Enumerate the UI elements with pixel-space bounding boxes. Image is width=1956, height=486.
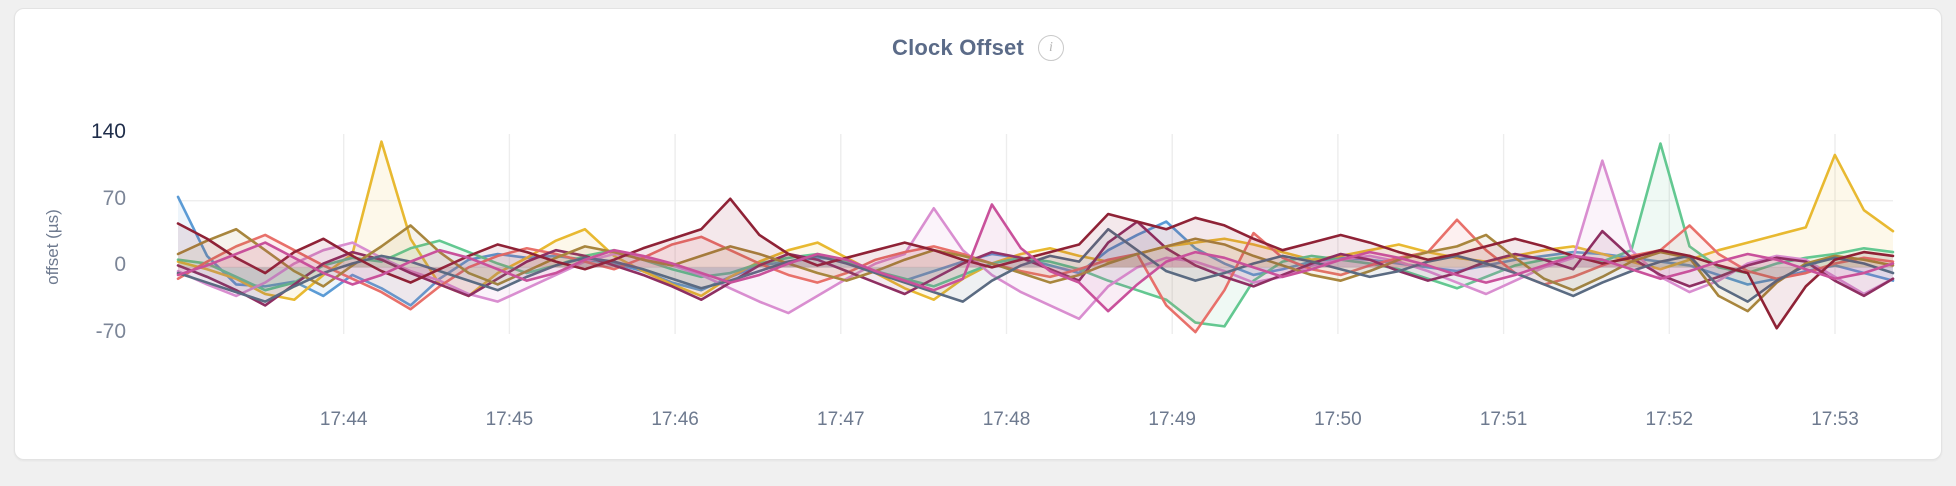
x-tick-label: 17:45 [485,409,534,430]
x-tick-label: 17:47 [817,409,865,430]
series-area [178,143,1893,327]
x-tick-label: 17:53 [1811,409,1859,430]
x-tick-label: 17:46 [651,409,699,430]
y-tick-label: 140 [90,120,126,143]
series-node-10 [178,204,1893,311]
x-tick-label: 17:44 [319,409,368,430]
series-area [178,225,1893,312]
x-tick-label: 17:49 [1148,409,1196,430]
series-node-4 [178,161,1893,319]
chart-card: Clock Offset i offset (µs) 140 70 0 -70 17:4… [14,8,1942,460]
chart-header: Clock Offset i [15,35,1941,61]
series-node-6 [178,222,1893,306]
series-area [178,198,1893,329]
series-node-7 [178,225,1893,311]
series-line [178,204,1893,311]
x-tick-label: 17:51 [1479,409,1528,430]
x-tick-label: 17:48 [982,409,1031,430]
series-area [178,160,1893,319]
y-tick-label: -70 [95,320,126,343]
plot-area [178,134,1893,334]
series-line [178,225,1893,311]
y-tick-label: 70 [102,186,126,210]
chart-svg [178,134,1893,334]
x-tick-label: 17:50 [1314,409,1362,430]
series-line [178,222,1893,306]
x-tick-label: 17:52 [1645,409,1694,430]
y-tick-label: 0 [114,253,126,277]
page-title: Clock Offset [892,35,1024,60]
series-area [178,219,1893,333]
series-line [178,161,1893,319]
series-area [178,229,1893,302]
info-icon[interactable]: i [1037,35,1064,61]
